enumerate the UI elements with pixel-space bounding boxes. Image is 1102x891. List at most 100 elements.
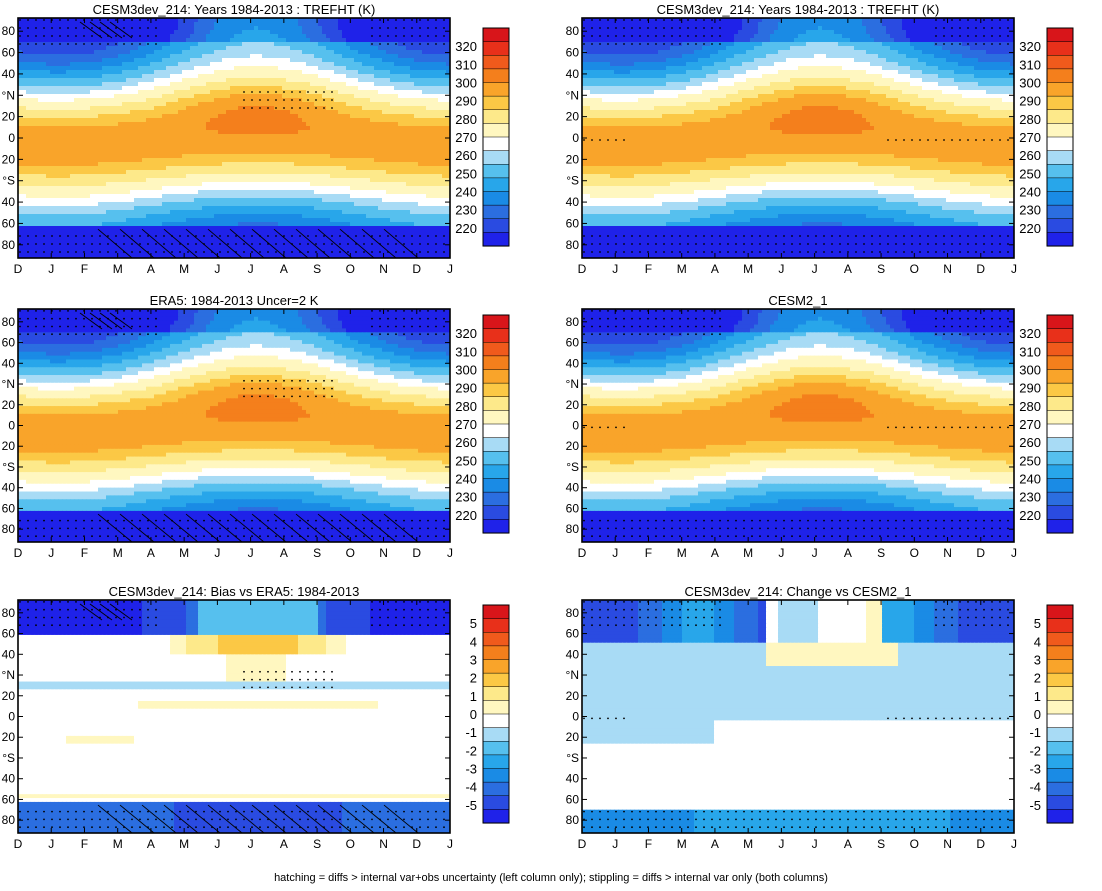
colorbar-segment <box>1046 700 1074 715</box>
x-tick-label: D <box>14 262 23 276</box>
colorbar-segment <box>1046 123 1074 138</box>
x-tick-label: O <box>346 262 355 276</box>
x-tick-label: A <box>147 546 155 560</box>
colorbar-segment <box>482 82 510 97</box>
x-tick-label: J <box>612 546 618 560</box>
colorbar-label: 230 <box>455 203 477 218</box>
colorbar-segment <box>1046 369 1074 384</box>
x-tick-label: J <box>48 262 54 276</box>
x-tick-label: M <box>113 546 123 560</box>
x-tick-label: M <box>743 262 753 276</box>
x-tick-label: J <box>48 546 54 560</box>
colorbar-segment <box>482 451 510 466</box>
y-tick-label: 60 <box>566 627 580 641</box>
colorbar-label: -2 <box>1029 743 1041 758</box>
stippling <box>583 601 1009 829</box>
y-tick-label: 40 <box>2 356 16 370</box>
colorbar-segment <box>1046 95 1074 111</box>
colorbar-segment <box>482 204 510 220</box>
x-tick-label: J <box>1011 837 1017 851</box>
colorbar-label: 310 <box>455 344 477 359</box>
x-tick-label: A <box>280 837 288 851</box>
x-tick-label: M <box>743 837 753 851</box>
x-tick-label: A <box>711 837 719 851</box>
panel-6: CESM3dev_214: Change vs CESM2_1 D J F M A M J J A… <box>566 584 1074 851</box>
x-tick-label: S <box>313 546 321 560</box>
y-tick-label: 20 <box>566 730 580 744</box>
colorbar-label: 260 <box>455 148 477 163</box>
heatmap-field <box>18 18 450 258</box>
y-tick-label: °S <box>2 751 15 765</box>
y-tick-label: °S <box>566 460 579 474</box>
heatmap-field <box>582 18 1014 258</box>
colorbar-segment <box>1046 396 1074 411</box>
x-tick-label: O <box>910 262 919 276</box>
x-tick-label: M <box>179 262 189 276</box>
colorbar-segment <box>482 464 510 480</box>
x-tick-label: J <box>778 262 784 276</box>
colorbar-segment <box>1046 232 1074 247</box>
x-tick-label: F <box>645 546 652 560</box>
colorbar-label: 250 <box>1019 166 1041 181</box>
x-tick-label: M <box>113 262 123 276</box>
colorbar-segment <box>1046 781 1074 797</box>
x-tick-label: N <box>379 837 388 851</box>
hatching <box>79 21 419 258</box>
colorbar-label: 250 <box>1019 453 1041 468</box>
y-tick-label: 0 <box>8 419 15 433</box>
x-tick-label: N <box>943 546 952 560</box>
x-tick-label: J <box>612 262 618 276</box>
y-tick-label: 40 <box>566 195 580 209</box>
colorbar-label: 2 <box>1034 671 1041 686</box>
colorbar-label: 3 <box>470 653 477 668</box>
colorbar-segment <box>1046 505 1074 520</box>
y-tick-label: 80 <box>566 813 580 827</box>
colorbar-segment <box>482 355 510 371</box>
hatching <box>79 312 419 542</box>
colorbar-label: 5 <box>470 616 477 631</box>
colorbar-segment <box>482 191 510 206</box>
colorbar-segment <box>482 109 510 124</box>
colorbar-segment <box>1046 632 1074 647</box>
colorbar-segment <box>482 437 510 452</box>
colorbar-segment <box>1046 686 1074 701</box>
y-tick-label: 60 <box>2 627 16 641</box>
x-tick-label: J <box>812 546 818 560</box>
y-tick-label: 0 <box>572 131 579 145</box>
x-tick-label: J <box>248 546 254 560</box>
colorbar-label: 2 <box>470 671 477 686</box>
x-tick-label: F <box>81 837 88 851</box>
colorbar-label: 270 <box>1019 417 1041 432</box>
colorbar-label: 310 <box>455 57 477 72</box>
y-tick-label: 80 <box>2 813 16 827</box>
colorbar-label: 0 <box>470 707 477 722</box>
y-tick-label: 0 <box>8 710 15 724</box>
colorbar-segment <box>482 41 510 56</box>
colorbar-label: -5 <box>1029 798 1041 813</box>
y-tick-label: 20 <box>2 398 16 412</box>
y-tick-label: 80 <box>566 522 580 536</box>
y-tick-label: °S <box>566 174 579 188</box>
x-tick-label: J <box>447 546 453 560</box>
colorbar-label: 260 <box>455 435 477 450</box>
colorbar-segment <box>482 396 510 411</box>
colorbar-segment <box>1046 809 1074 824</box>
y-tick-label: 80 <box>2 315 16 329</box>
colorbar-label: 240 <box>1019 185 1041 200</box>
colorbar-label: 270 <box>1019 130 1041 145</box>
y-tick-label: °N <box>566 668 579 682</box>
colorbar-segment <box>1046 618 1074 633</box>
panel-4: CESM2_1 D J F M A M J J A S O N D J 80 60 40 °N 20 0 20 °S 40 60… <box>566 293 1074 560</box>
colorbar-label: -5 <box>465 798 477 813</box>
colorbar: 5 4 3 2 1 0 -1 -2 -3 -4 -5 <box>1029 604 1074 824</box>
x-tick-label: M <box>179 837 189 851</box>
colorbar-segment <box>1046 218 1074 233</box>
colorbar-segment <box>482 123 510 138</box>
panel-title: CESM3dev_214: Change vs CESM2_1 <box>685 584 912 599</box>
colorbar-segment <box>482 604 510 620</box>
x-tick-label: J <box>1011 546 1017 560</box>
x-tick-label: S <box>313 262 321 276</box>
colorbar-segment <box>482 781 510 797</box>
x-tick-label: J <box>48 837 54 851</box>
colorbar-segment <box>482 218 510 233</box>
